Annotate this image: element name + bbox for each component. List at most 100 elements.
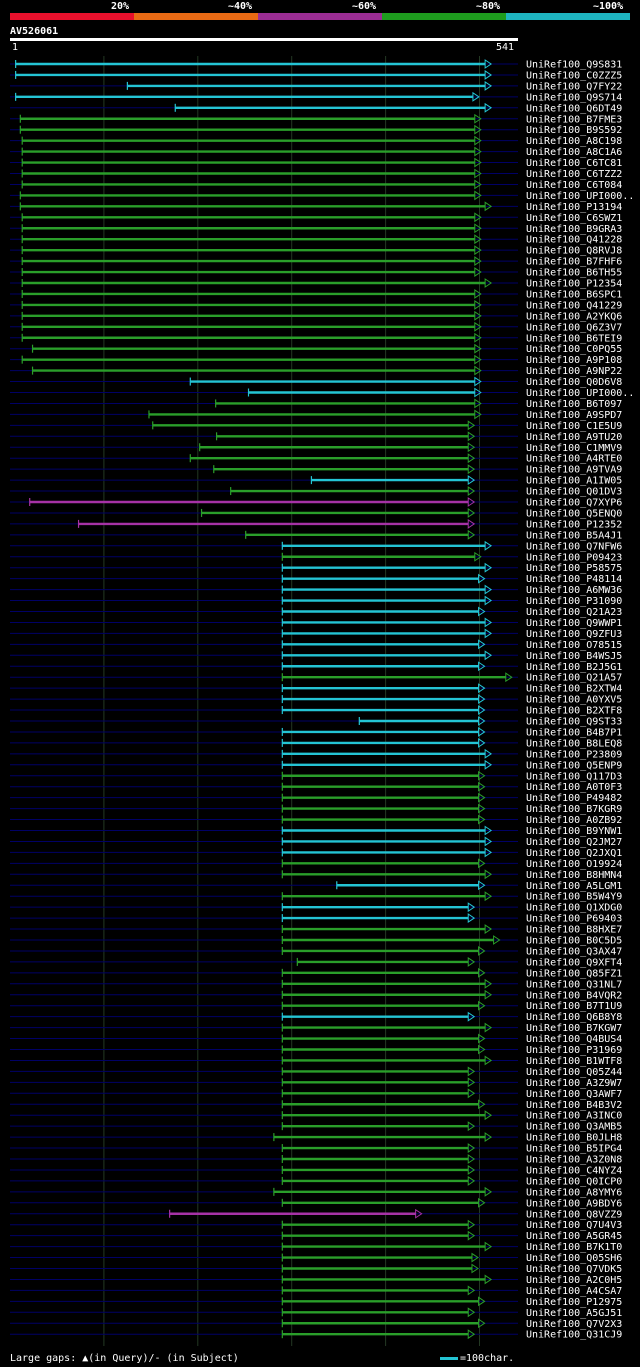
hit-label[interactable]: UniRef100_A4RTE0 [526,454,622,465]
hit-label[interactable]: UniRef100_A5GR45 [526,1231,622,1242]
hit-label[interactable]: UniRef100_Q2JXQ1 [526,848,622,859]
hit-label[interactable]: UniRef100_A9P108 [526,355,622,366]
hit-label[interactable]: UniRef100_B2XTF8 [526,706,622,717]
hit-label[interactable]: UniRef100_Q31CJ9 [526,1330,622,1341]
hit-label[interactable]: UniRef100_B9YNW1 [526,826,622,837]
hit-label[interactable]: UniRef100_Q9WWP1 [526,618,622,629]
hit-label[interactable]: UniRef100_B5A4J1 [526,530,622,541]
hit-label[interactable]: UniRef100_A3Z9W7 [526,1078,622,1089]
hit-label[interactable]: UniRef100_B1WTF8 [526,1056,622,1067]
hit-label[interactable]: UniRef100_C6TZZ2 [526,169,622,180]
hit-label[interactable]: UniRef100_A9NP22 [526,366,622,377]
hit-label[interactable]: UniRef100_A8YMY6 [526,1187,622,1198]
hit-label[interactable]: UniRef100_Q2JM27 [526,837,622,848]
hit-label[interactable]: UniRef100_A0T0F3 [526,782,622,793]
hit-label[interactable]: UniRef100_A8C1A6 [526,147,622,158]
hit-label[interactable]: UniRef100_Q7V2X3 [526,1319,622,1330]
hit-label[interactable]: UniRef100_Q7U4V3 [526,1220,622,1231]
hit-label[interactable]: UniRef100_Q9ZFU3 [526,629,622,640]
hit-label[interactable]: UniRef100_A0YXV5 [526,695,622,706]
hit-label[interactable]: UniRef100_Q3AMB5 [526,1122,622,1133]
hit-label[interactable]: UniRef100_B2J5G1 [526,662,622,673]
hit-label[interactable]: UniRef100_C6TC81 [526,158,622,169]
hit-label[interactable]: UniRef100_A9TU20 [526,432,622,443]
hit-label[interactable]: UniRef100_C6T084 [526,180,622,191]
hit-label[interactable]: UniRef100_Q1XDG0 [526,903,622,914]
hit-label[interactable]: UniRef100_B7KGW7 [526,1023,622,1034]
hit-label[interactable]: UniRef100_Q01DV3 [526,487,622,498]
hit-label[interactable]: UniRef100_A9BDY6 [526,1198,622,1209]
hit-label[interactable]: UniRef100_C4NYZ4 [526,1165,622,1176]
hit-label[interactable]: UniRef100_Q8RVJ8 [526,246,622,257]
hit-label[interactable]: UniRef100_Q5ENQ0 [526,508,622,519]
hit-label[interactable]: UniRef100_B8HXE7 [526,925,622,936]
hit-label[interactable]: UniRef100_Q05SH6 [526,1253,622,1264]
hit-label[interactable]: UniRef100_A8C198 [526,136,622,147]
hit-label[interactable]: UniRef100_A0ZB92 [526,815,622,826]
hit-label[interactable]: UniRef100_A6MW36 [526,585,622,596]
hit-label[interactable]: UniRef100_Q05Z44 [526,1067,622,1078]
hit-label[interactable]: UniRef100_Q7FY22 [526,81,622,92]
hit-label[interactable]: UniRef100_UPI000.. [526,191,634,202]
hit-label[interactable]: UniRef100_Q3AX47 [526,946,622,957]
hit-label[interactable]: UniRef100_Q41229 [526,300,622,311]
hit-label[interactable]: UniRef100_B7T1U9 [526,1001,622,1012]
hit-label[interactable]: UniRef100_B7K1T0 [526,1242,622,1253]
hit-label[interactable]: UniRef100_P49482 [526,793,622,804]
hit-label[interactable]: UniRef100_B5IPG4 [526,1144,622,1155]
hit-label[interactable]: UniRef100_B4B3V2 [526,1100,622,1111]
hit-label[interactable]: UniRef100_A5LGM1 [526,881,622,892]
hit-label[interactable]: UniRef100_P69403 [526,914,622,925]
hit-label[interactable]: UniRef100_O78515 [526,640,622,651]
hit-label[interactable]: UniRef100_B8LEQ8 [526,738,622,749]
hit-label[interactable]: UniRef100_Q9XFT4 [526,957,622,968]
hit-label[interactable]: UniRef100_A1IW05 [526,476,622,487]
hit-label[interactable]: UniRef100_Q21A57 [526,673,622,684]
hit-label[interactable]: UniRef100_B0C5D5 [526,936,622,947]
hit-label[interactable]: UniRef100_C1MMV9 [526,443,622,454]
hit-label[interactable]: UniRef100_B7FHF6 [526,257,622,268]
hit-label[interactable]: UniRef100_B7FME3 [526,114,622,125]
hit-label[interactable]: UniRef100_C6SWZ1 [526,213,622,224]
hit-label[interactable]: UniRef100_P48114 [526,574,622,585]
hit-label[interactable]: UniRef100_Q9ST33 [526,717,622,728]
hit-label[interactable]: UniRef100_Q6DT49 [526,103,622,114]
hit-label[interactable]: UniRef100_Q117D3 [526,771,622,782]
hit-label[interactable]: UniRef100_P31090 [526,596,622,607]
hit-label[interactable]: UniRef100_C1E5U9 [526,421,622,432]
hit-label[interactable]: UniRef100_O19924 [526,859,622,870]
hit-label[interactable]: UniRef100_Q7VDK5 [526,1264,622,1275]
hit-label[interactable]: UniRef100_C0PQ55 [526,344,622,355]
hit-label[interactable]: UniRef100_A3INC0 [526,1111,622,1122]
hit-label[interactable]: UniRef100_B4B7P1 [526,727,622,738]
hit-label[interactable]: UniRef100_A5GJ51 [526,1308,622,1319]
hit-label[interactable]: UniRef100_A3Z0N8 [526,1155,622,1166]
hit-label[interactable]: UniRef100_P12352 [526,519,622,530]
hit-label[interactable]: UniRef100_Q0D6V8 [526,377,622,388]
hit-label[interactable]: UniRef100_B6SPC1 [526,289,622,300]
hit-label[interactable]: UniRef100_Q8VZZ9 [526,1209,622,1220]
hit-label[interactable]: UniRef100_Q3AWF7 [526,1089,622,1100]
hit-label[interactable]: UniRef100_UPI000.. [526,388,634,399]
hit-label[interactable]: UniRef100_B9S592 [526,125,622,136]
hit-label[interactable]: UniRef100_C0ZZZ5 [526,70,622,81]
hit-label[interactable]: UniRef100_A2YKQ6 [526,311,622,322]
hit-label[interactable]: UniRef100_Q85FZ1 [526,968,622,979]
hit-label[interactable]: UniRef100_A9TVA9 [526,465,622,476]
hit-label[interactable]: UniRef100_B0JLH8 [526,1133,622,1144]
hit-label[interactable]: UniRef100_B6TEI9 [526,333,622,344]
hit-label[interactable]: UniRef100_P12354 [526,279,622,290]
hit-label[interactable]: UniRef100_B9GRA3 [526,224,622,235]
hit-label[interactable]: UniRef100_Q7XYP6 [526,498,622,509]
hit-label[interactable]: UniRef100_B2XTW4 [526,684,622,695]
hit-label[interactable]: UniRef100_Q21A23 [526,607,622,618]
hit-label[interactable]: UniRef100_P12975 [526,1297,622,1308]
hit-label[interactable]: UniRef100_B6TH55 [526,268,622,279]
hit-label[interactable]: UniRef100_Q7NFW6 [526,541,622,552]
hit-label[interactable]: UniRef100_B6T097 [526,399,622,410]
hit-label[interactable]: UniRef100_Q9S831 [526,60,622,71]
hit-label[interactable]: UniRef100_B7KGR9 [526,804,622,815]
hit-label[interactable]: UniRef100_B4VQR2 [526,990,622,1001]
hit-label[interactable]: UniRef100_Q6Z3V7 [526,322,622,333]
hit-label[interactable]: UniRef100_B5W4Y9 [526,892,622,903]
